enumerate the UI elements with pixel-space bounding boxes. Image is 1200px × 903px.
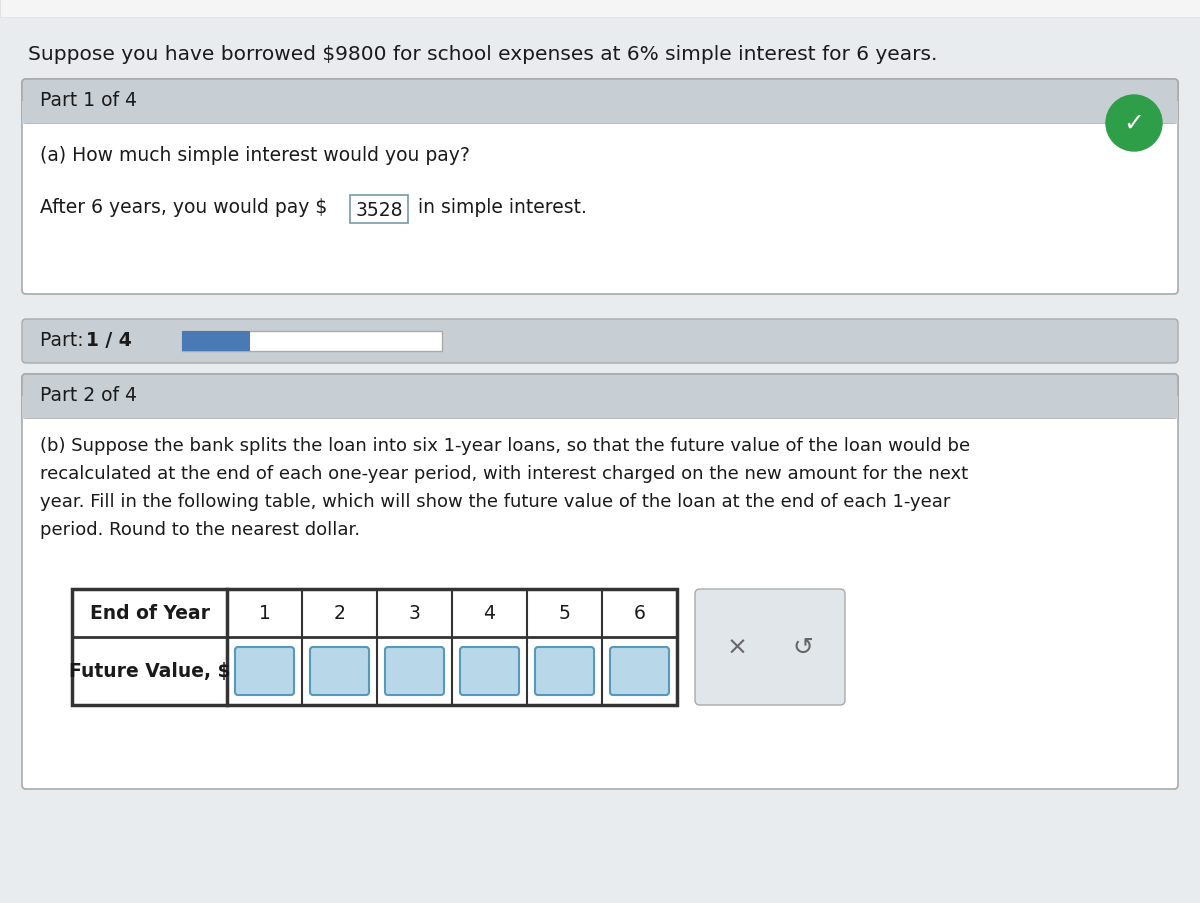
Text: ×: × <box>726 636 748 659</box>
Circle shape <box>1106 96 1162 152</box>
Text: recalculated at the end of each one-year period, with interest charged on the ne: recalculated at the end of each one-year… <box>40 464 968 482</box>
Text: 2: 2 <box>334 604 346 623</box>
Bar <box>22 102 1178 124</box>
Text: After 6 years, you would pay $: After 6 years, you would pay $ <box>40 198 328 217</box>
Text: year. Fill in the following table, which will show the future value of the loan : year. Fill in the following table, which… <box>40 492 950 510</box>
Bar <box>72 590 677 705</box>
Text: in simple interest.: in simple interest. <box>412 198 587 217</box>
Text: (b) Suppose the bank splits the loan into six 1-year loans, so that the future v: (b) Suppose the bank splits the loan int… <box>40 436 970 454</box>
Text: 5: 5 <box>558 604 570 623</box>
Text: Part:: Part: <box>40 330 90 349</box>
FancyBboxPatch shape <box>235 647 294 695</box>
Text: 1 / 4: 1 / 4 <box>86 330 132 349</box>
Bar <box>350 196 408 224</box>
FancyBboxPatch shape <box>385 647 444 695</box>
Text: 1: 1 <box>258 604 270 623</box>
Text: 3528: 3528 <box>355 200 403 219</box>
Text: 6: 6 <box>634 604 646 623</box>
FancyBboxPatch shape <box>310 647 370 695</box>
Text: 3: 3 <box>408 604 420 623</box>
FancyBboxPatch shape <box>22 375 1178 418</box>
Text: ✓: ✓ <box>1123 112 1145 135</box>
Text: Part 2 of 4: Part 2 of 4 <box>40 386 137 405</box>
FancyBboxPatch shape <box>22 320 1178 364</box>
FancyBboxPatch shape <box>22 79 1178 124</box>
FancyBboxPatch shape <box>22 79 1178 294</box>
Text: Part 1 of 4: Part 1 of 4 <box>40 91 137 110</box>
Text: Suppose you have borrowed $9800 for school expenses at 6% simple interest for 6 : Suppose you have borrowed $9800 for scho… <box>28 45 937 64</box>
Text: (a) How much simple interest would you pay?: (a) How much simple interest would you p… <box>40 146 470 165</box>
Bar <box>182 331 250 351</box>
Text: period. Round to the nearest dollar.: period. Round to the nearest dollar. <box>40 520 360 538</box>
Bar <box>182 331 442 351</box>
FancyBboxPatch shape <box>695 590 845 705</box>
Bar <box>0 0 1200 18</box>
FancyBboxPatch shape <box>610 647 670 695</box>
FancyBboxPatch shape <box>460 647 520 695</box>
Bar <box>22 396 1178 418</box>
FancyBboxPatch shape <box>22 375 1178 789</box>
FancyBboxPatch shape <box>535 647 594 695</box>
Text: ↺: ↺ <box>792 636 814 659</box>
Text: Future Value, $: Future Value, $ <box>68 662 230 681</box>
Text: 4: 4 <box>484 604 496 623</box>
Text: End of Year: End of Year <box>90 604 210 623</box>
